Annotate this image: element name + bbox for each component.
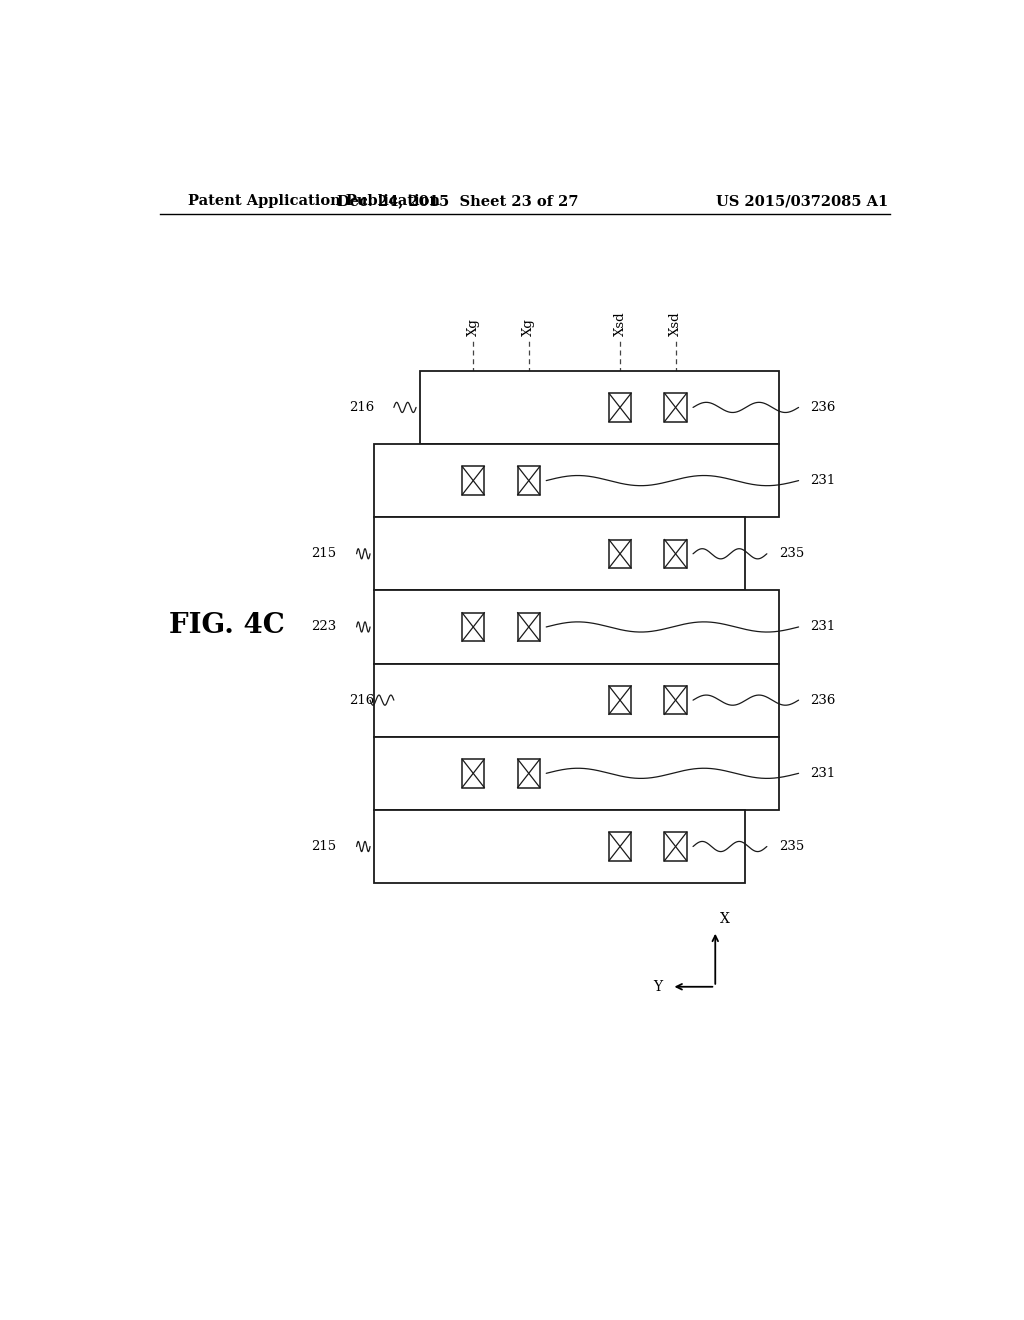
Text: Xg: Xg <box>467 318 479 337</box>
Text: 215: 215 <box>311 548 337 560</box>
Bar <box>609 393 631 421</box>
Bar <box>665 393 687 421</box>
Text: Xsd: Xsd <box>613 312 627 337</box>
Text: FIG. 4C: FIG. 4C <box>169 612 285 639</box>
Bar <box>609 540 631 568</box>
Text: Y: Y <box>653 979 663 994</box>
Text: 215: 215 <box>311 840 337 853</box>
Text: US 2015/0372085 A1: US 2015/0372085 A1 <box>717 194 889 209</box>
Text: 223: 223 <box>311 620 337 634</box>
Text: Xg: Xg <box>522 318 536 337</box>
Bar <box>462 612 484 642</box>
Text: Xsd: Xsd <box>669 312 682 337</box>
Text: Dec. 24, 2015  Sheet 23 of 27: Dec. 24, 2015 Sheet 23 of 27 <box>337 194 579 209</box>
Bar <box>374 737 778 810</box>
Text: 216: 216 <box>349 693 374 706</box>
Text: 231: 231 <box>811 620 836 634</box>
Bar <box>374 810 745 883</box>
Bar <box>518 612 540 642</box>
Bar <box>462 759 484 788</box>
Text: X: X <box>720 912 730 925</box>
Bar <box>420 371 778 444</box>
Bar <box>374 664 778 737</box>
Bar <box>665 686 687 714</box>
Text: 231: 231 <box>811 767 836 780</box>
Text: 216: 216 <box>349 401 374 414</box>
Text: 235: 235 <box>778 840 804 853</box>
Text: 236: 236 <box>811 693 836 706</box>
Bar <box>609 833 631 861</box>
Bar <box>665 540 687 568</box>
Bar <box>665 833 687 861</box>
Bar <box>609 686 631 714</box>
Bar <box>374 590 778 664</box>
Bar <box>518 466 540 495</box>
Text: 231: 231 <box>811 474 836 487</box>
Text: 236: 236 <box>811 401 836 414</box>
Bar <box>374 517 745 590</box>
Bar <box>462 466 484 495</box>
Text: Patent Application Publication: Patent Application Publication <box>187 194 439 209</box>
Bar <box>518 759 540 788</box>
Text: 235: 235 <box>778 548 804 560</box>
Bar <box>374 444 778 517</box>
